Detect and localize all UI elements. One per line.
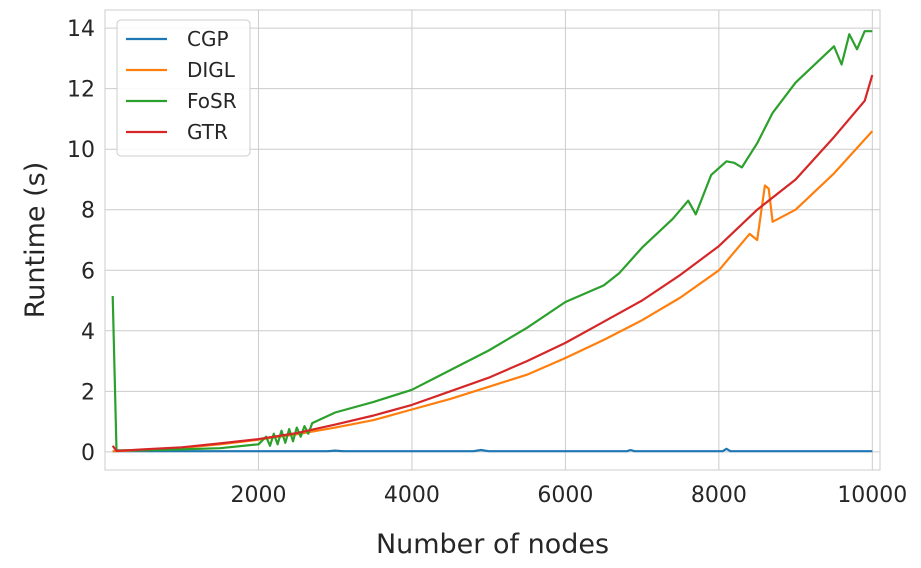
x-tick-label: 8000: [691, 483, 747, 508]
y-tick-label: 10: [67, 138, 95, 163]
series-line-fosr: [111, 30, 873, 452]
y-tick-label: 4: [81, 320, 95, 345]
y-tick-label: 12: [67, 78, 95, 103]
legend-label-fosr: FoSR: [187, 89, 237, 113]
series-line-cgp: [112, 447, 873, 453]
y-tick-label: 6: [81, 259, 95, 284]
x-axis-label: Number of nodes: [376, 529, 609, 560]
y-axis-label: Runtime (s): [20, 162, 51, 319]
x-tick-label: 2000: [230, 483, 286, 508]
y-tick-label: 8: [81, 199, 95, 224]
legend-label-digl: DIGL: [187, 58, 236, 82]
y-tick-label: 14: [67, 17, 95, 42]
x-tick-label: 10000: [837, 483, 907, 508]
plot-frame: [104, 9, 881, 471]
series-layer: [111, 30, 874, 453]
legend-box: [116, 19, 251, 157]
y-tick-labels: 0 2 4 6 8 10 12 14: [67, 17, 95, 466]
y-tick-label: 2: [81, 380, 95, 405]
legend-label-gtr: GTR: [187, 120, 228, 144]
y-tick-label: 0: [81, 441, 95, 466]
x-tick-labels: 2000 4000 6000 8000 10000: [230, 483, 907, 508]
series-line-gtr: [111, 74, 874, 452]
x-tick-label: 6000: [537, 483, 593, 508]
legend-label-cgp: CGP: [187, 27, 229, 51]
grid: [105, 10, 880, 470]
legend: CGP DIGL FoSR GTR: [116, 19, 251, 157]
x-tick-label: 4000: [384, 483, 440, 508]
